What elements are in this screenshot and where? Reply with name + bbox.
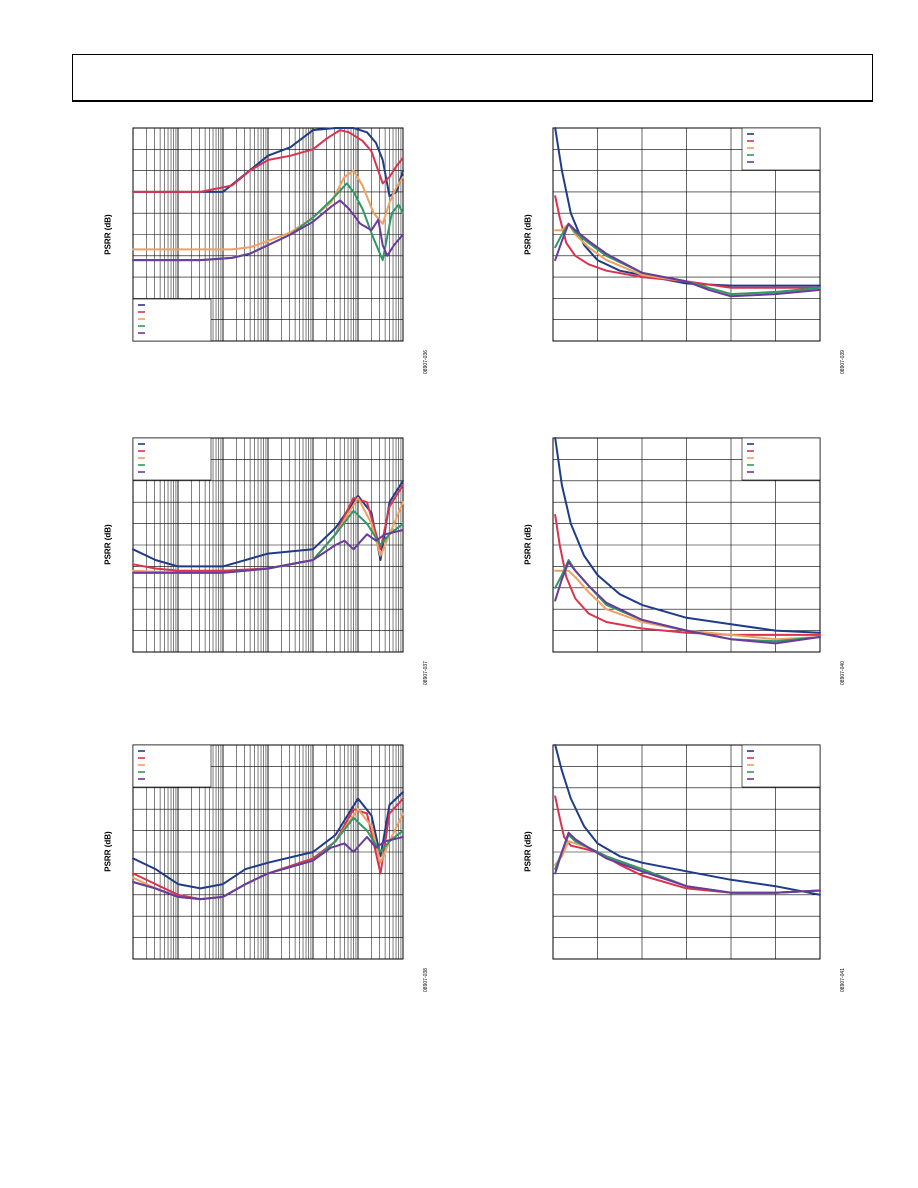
legend-box (741, 127, 821, 171)
series-line-2 (132, 129, 404, 193)
figure-id: 08907-038 (423, 968, 429, 992)
page-header-frame (72, 54, 873, 102)
chart-2 (552, 127, 821, 342)
series-line-5 (132, 529, 404, 574)
y-axis-label: PSRR (dB) (523, 524, 533, 565)
chart-5 (132, 744, 404, 960)
series-line-5 (132, 199, 404, 262)
plot-frame (552, 744, 821, 960)
figure-id: 08907-039 (840, 350, 846, 374)
series-line-3 (554, 840, 821, 894)
plot-frame (132, 744, 404, 960)
legend (741, 127, 821, 171)
figure-id: 08907-037 (423, 661, 429, 685)
grid (132, 437, 403, 653)
y-axis-label: PSRR (dB) (103, 831, 113, 872)
series-line-2 (132, 797, 404, 901)
series-line-5 (554, 561, 821, 645)
legend-box (741, 437, 821, 481)
legend-box (132, 437, 212, 481)
legend (741, 437, 821, 481)
series-line-3 (554, 569, 821, 641)
series-line-1 (554, 127, 821, 287)
series-line-2 (554, 195, 821, 289)
y-axis-label: PSRR (dB) (103, 524, 113, 565)
series-line-3 (132, 169, 404, 251)
plot-frame (552, 127, 821, 342)
legend (132, 744, 212, 788)
plot-frame (552, 437, 821, 653)
series-line-5 (554, 831, 821, 894)
chart-3 (132, 437, 404, 653)
chart-4 (552, 437, 821, 653)
legend-box (132, 744, 212, 788)
series-line-1 (554, 437, 821, 634)
y-axis-label: PSRR (dB) (523, 831, 533, 872)
figure-id: 08907-040 (840, 661, 846, 685)
chart-6 (552, 744, 821, 960)
chart-1 (132, 127, 404, 342)
legend-box (132, 298, 212, 342)
series-line-1 (554, 744, 821, 896)
series-line-2 (554, 795, 821, 894)
series-line-2 (554, 514, 821, 636)
series-line-5 (132, 836, 404, 901)
series-line-4 (554, 833, 821, 894)
y-axis-label: PSRR (dB) (523, 213, 533, 255)
series-line-1 (132, 127, 404, 198)
legend (132, 298, 212, 342)
legend-box (741, 744, 821, 788)
figure-id: 08907-036 (423, 350, 429, 374)
figure-id: 08907-041 (840, 968, 846, 992)
series-line-5 (554, 222, 821, 298)
plot-frame (132, 437, 404, 653)
y-axis-label: PSRR (dB) (103, 213, 113, 255)
legend (741, 744, 821, 788)
legend (132, 437, 212, 481)
